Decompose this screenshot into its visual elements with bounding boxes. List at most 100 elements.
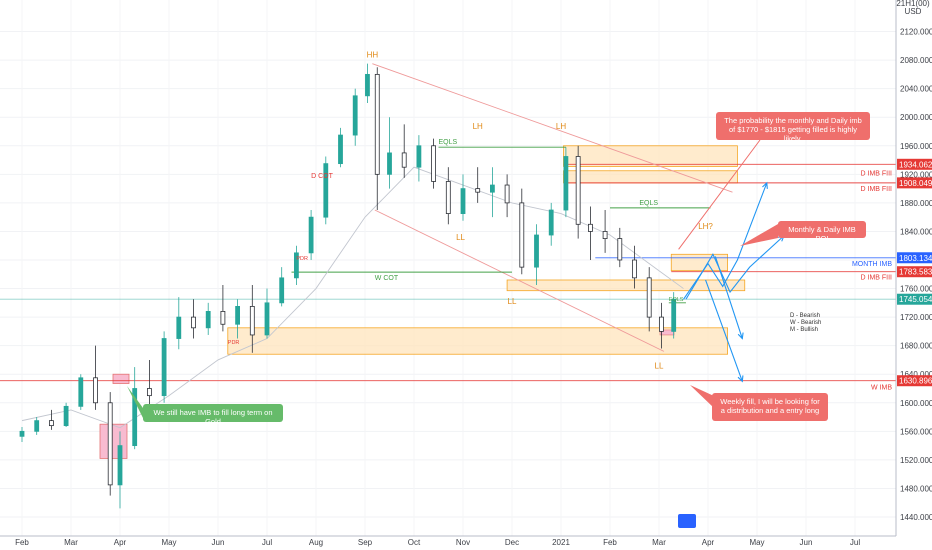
candle-body: [235, 306, 241, 325]
price-tag-label: 1745.054: [899, 295, 932, 304]
candle-body: [117, 445, 123, 486]
candle-body: [519, 202, 525, 268]
y-tick-label: 2080.000: [900, 56, 932, 65]
zone-month-imb: [670, 253, 728, 272]
projection-arrowhead: [737, 375, 744, 383]
callout-weekly: Weekly fill, I will be looking for a dis…: [712, 393, 828, 421]
candle-body: [575, 156, 581, 225]
x-tick-label: Apr: [702, 538, 715, 547]
candle-body: [352, 95, 358, 136]
callout-probability: The probability the monthly and Daily im…: [716, 112, 870, 143]
callout-pointer-poi: [740, 224, 778, 246]
level-tag: D IMB FIII: [861, 170, 893, 177]
candle-body: [176, 316, 182, 339]
y-tick-label: 2120.000: [900, 28, 932, 37]
gridlines: [0, 0, 896, 536]
candle-body: [205, 310, 211, 329]
callout-poi: Monthly & Daily IMB POI: [778, 221, 866, 243]
swing-label: LH: [556, 122, 566, 131]
candle-body: [191, 316, 196, 329]
x-tick-label: Sep: [358, 538, 373, 547]
level-tag: W IMB: [871, 385, 892, 392]
level-tag: MONTH IMB: [852, 261, 892, 268]
pdr-label-lower: PDR: [228, 340, 240, 346]
price-tag: [897, 177, 932, 189]
eqls-label-low: EQLS: [669, 297, 684, 303]
x-tick-label: May: [749, 538, 764, 547]
candle-body: [365, 73, 370, 97]
callout-pointer-gold: [127, 386, 143, 418]
price-tag-label: 1783.583: [899, 268, 932, 277]
bias-legend: D - Bearish W - Bearish M - Bullish: [790, 313, 821, 334]
eqls-label-upper: EQLS: [439, 139, 458, 146]
x-tick-label: Jul: [262, 538, 272, 547]
price-tag-label: 1908.049: [899, 179, 932, 188]
y-tick-label: 1880.000: [900, 199, 932, 208]
x-tick-label: Jun: [212, 538, 225, 547]
zone-daily-imb-mid: [563, 170, 738, 184]
swing-label: LH: [473, 122, 483, 131]
candle-body: [293, 252, 299, 279]
candle-body: [563, 156, 569, 211]
zone-daily-imb-upper: [563, 145, 738, 167]
candle-body: [534, 234, 539, 268]
tradingview-logo-icon: [678, 514, 696, 528]
projection-path: [685, 235, 785, 300]
swing-label: LL: [456, 233, 465, 242]
pdr-label-upper: PDR: [296, 256, 308, 262]
swing-label: LL: [508, 297, 517, 306]
swing-label: LL: [655, 361, 664, 370]
candle-body: [401, 152, 407, 168]
candles: [19, 63, 677, 509]
legend-monthly: M - Bullish: [790, 327, 819, 333]
projection-arrows: [127, 139, 785, 418]
projection-arrowhead: [762, 181, 768, 189]
y-tick-label: 1560.000: [900, 427, 932, 436]
x-tick-label: 2021: [552, 538, 570, 547]
projection-path: [705, 279, 743, 382]
price-tag: [897, 266, 932, 278]
candle-body: [445, 181, 451, 214]
y-tick-label: 2040.000: [900, 85, 932, 94]
time-axis: Feb Mar Apr May Jun Jul Aug Sep Oct Nov Dec 2021 Feb…: [0, 535, 896, 547]
candle-body: [617, 238, 623, 261]
y-tick-label: 1480.000: [900, 484, 932, 493]
candle-body: [161, 338, 167, 397]
y-tick-label: 1720.000: [900, 313, 932, 322]
legend-weekly: W - Bearish: [790, 320, 822, 326]
axis-header-currency: USD: [905, 7, 922, 16]
projection-arrowhead: [737, 332, 744, 340]
candle-body: [34, 420, 40, 432]
y-tick-label: 1840.000: [900, 227, 932, 236]
channel-bottom: [374, 209, 665, 352]
zone-pink-lower: [99, 423, 128, 459]
swing-label: HH: [367, 51, 379, 60]
x-tick-label: Jun: [800, 538, 813, 547]
x-tick-label: Mar: [652, 538, 666, 547]
chart-labels: D IMB FIII D IMB FIII MONTH IMB D IMB FIII W…: [228, 51, 893, 392]
price-tag: [897, 375, 932, 387]
candle-body: [504, 184, 510, 204]
price-tag-label: 1803.134: [899, 254, 932, 263]
candle-body: [646, 277, 652, 318]
callout-pointer-weekly: [690, 385, 714, 408]
x-tick-label: Mar: [64, 538, 78, 547]
level-tag: D IMB FIII: [861, 186, 893, 193]
price-axis: 21H1(00)USD 1440.000 1480.000 1520.000 1560.…: [895, 0, 932, 536]
candle-body: [338, 134, 343, 165]
price-tag: [897, 252, 932, 264]
candle-body: [374, 73, 380, 175]
price-tag-label: 1630.896: [899, 377, 932, 386]
channel-top: [372, 63, 733, 193]
candle-body: [602, 231, 608, 239]
candle-body: [107, 402, 113, 486]
candle-body: [548, 209, 554, 236]
callout-gold: We still have IMB to fill long term on G…: [143, 404, 283, 426]
y-tick-label: 2000.000: [900, 113, 932, 122]
candle-body: [132, 388, 138, 447]
candle-body: [431, 145, 437, 182]
level-tag: D IMB FIII: [861, 275, 893, 282]
x-tick-label: May: [161, 538, 176, 547]
imbalance-zones: [99, 145, 746, 459]
